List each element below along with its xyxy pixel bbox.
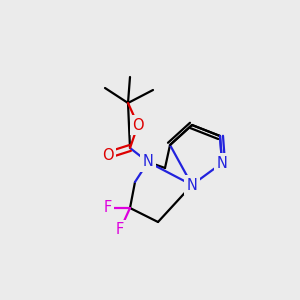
Text: N: N bbox=[187, 178, 197, 193]
Text: N: N bbox=[217, 155, 227, 170]
Text: F: F bbox=[116, 223, 124, 238]
Text: N: N bbox=[142, 154, 153, 169]
Text: F: F bbox=[104, 200, 112, 215]
Text: O: O bbox=[102, 148, 114, 163]
Text: O: O bbox=[132, 118, 144, 133]
